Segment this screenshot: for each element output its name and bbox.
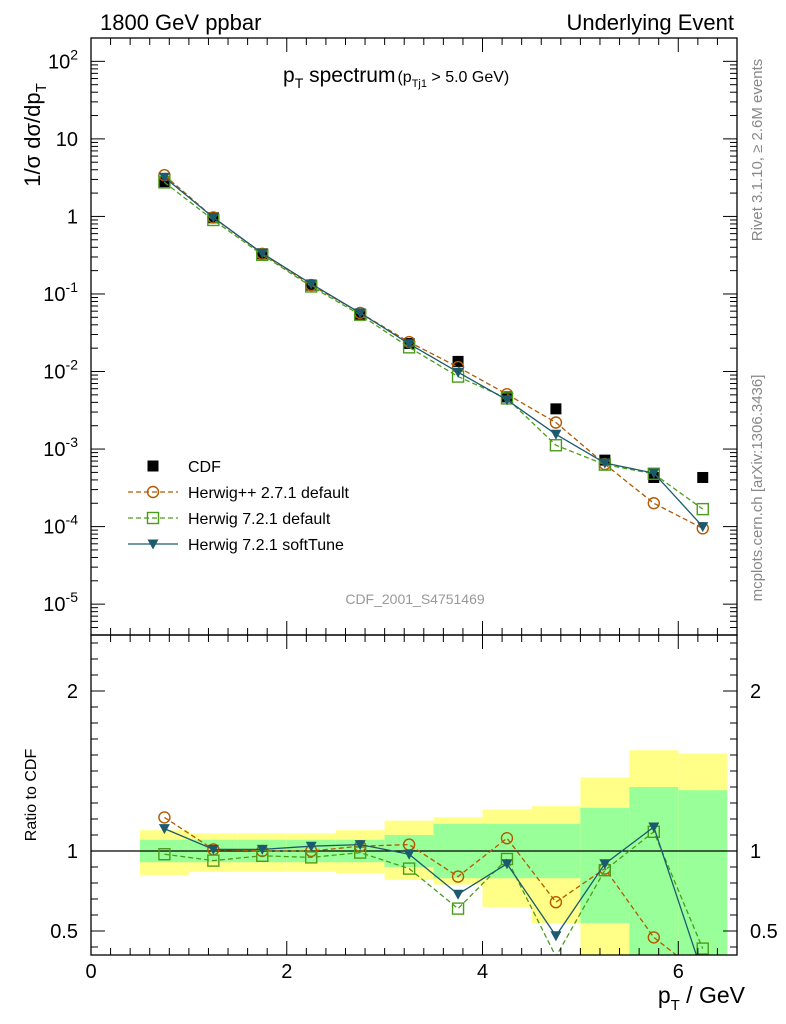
ratio-point (501, 859, 513, 870)
data-point (158, 172, 170, 183)
ratio-point (696, 942, 709, 955)
y-tick-label: 10-2 (43, 357, 78, 384)
ratio-line-2 (164, 825, 698, 955)
ratio-line-0 (164, 816, 678, 955)
legend-marker (147, 460, 159, 472)
y-tick-label: 10-1 (43, 279, 78, 306)
y-tick-label: 102 (48, 46, 78, 73)
ratio-tick-label-right: 0.5 (750, 921, 778, 943)
ratio-point (158, 848, 171, 861)
ratio-point (158, 824, 170, 835)
mcplots-label: mcplots.cern.ch [arXiv:1306.3436] (749, 375, 766, 602)
header-left: 1800 GeV ppbar (100, 10, 261, 35)
legend-label: Herwig 7.2.1 softTune (188, 537, 344, 554)
y-tick-label: 1 (67, 206, 78, 228)
ratio-point (305, 841, 317, 852)
ratio-point (403, 849, 415, 860)
y-tick-label: 10-4 (43, 512, 78, 539)
ratio-point (451, 902, 465, 915)
ratio-point (500, 832, 514, 845)
ratio-point (647, 931, 661, 944)
series-line-1 (163, 174, 704, 529)
ratio-point (402, 862, 416, 875)
data-point (452, 367, 464, 378)
x-tick-label: 2 (281, 961, 292, 983)
data-point (550, 429, 562, 440)
legend-marker (147, 539, 159, 550)
ratio-series-2 (158, 822, 698, 955)
x-tick-label: 6 (673, 961, 684, 983)
legend-marker (146, 511, 160, 525)
ratio-point (452, 889, 464, 900)
y-tick-label: 10 (56, 129, 78, 151)
band-green (629, 787, 679, 955)
legend-marker (146, 485, 160, 499)
ylabel-ratio: Ratio to CDF (23, 749, 40, 842)
ratio-point (207, 844, 219, 855)
ratio-point (648, 822, 660, 833)
legend-label: CDF (188, 459, 221, 476)
ratio-point (207, 854, 220, 867)
ratio-line-1 (164, 830, 704, 955)
data-point (550, 403, 562, 415)
data-point (549, 416, 563, 429)
ylabel-main: 1/σ dσ/dpT (20, 83, 50, 187)
data-point (697, 522, 709, 533)
legend-label: Herwig++ 2.7.1 default (188, 485, 350, 502)
ratio-frame (90, 634, 738, 956)
rivet-label: Rivet 3.1.10, ≥ 2.6M events (749, 59, 766, 242)
data-point (354, 308, 366, 319)
data-point (403, 339, 415, 350)
x-tick-label: 4 (477, 961, 488, 983)
series-line-2 (164, 181, 704, 510)
x-tick-label: 0 (85, 961, 96, 983)
ratio-tick-label-right: 1 (750, 841, 761, 863)
data-point (599, 458, 611, 469)
ratio-tick-label-left: 2 (67, 681, 78, 703)
watermark: CDF_2001_S4751469 (345, 591, 485, 607)
data-point (696, 502, 709, 516)
data-point (648, 468, 660, 479)
band-green (678, 790, 728, 955)
ratio-point (549, 896, 563, 909)
ratio-point (451, 870, 465, 883)
header-right: Underlying Event (566, 10, 734, 35)
xlabel: pT / GeV (658, 982, 746, 1014)
ratio-point (256, 844, 268, 855)
ratio-tick-label-left: 1 (67, 841, 78, 863)
legend-label: Herwig 7.2.1 default (188, 511, 331, 528)
ratio-point (354, 840, 366, 851)
plot-title: pT spectrum (pTj1 > 5.0 GeV) (283, 64, 509, 91)
data-point (305, 279, 317, 290)
ratio-point (550, 931, 562, 942)
data-point (647, 467, 661, 480)
y-tick-label: 10-3 (43, 434, 78, 461)
data-point (647, 497, 661, 510)
data-point (256, 248, 268, 259)
ratio-series-1 (158, 825, 709, 955)
ratio-point (158, 811, 171, 824)
series-line-3 (163, 176, 704, 528)
data-point (207, 212, 219, 223)
ratio-tick-label-right: 2 (750, 681, 761, 703)
data-point (501, 395, 513, 406)
ratio-point (305, 851, 318, 864)
ratio-point (599, 859, 611, 870)
legend: CDF Herwig++ 2.7.1 default Herwig 7.2.1 de… (128, 459, 350, 554)
y-tick-label: 10-5 (43, 589, 78, 616)
ratio-tick-label-left: 0.5 (50, 921, 78, 943)
svg-text:pT spectrum(pTj1 > 5.0 GeV): pT spectrum (pTj1 > 5.0 GeV) (283, 64, 509, 91)
data-point (697, 471, 709, 483)
